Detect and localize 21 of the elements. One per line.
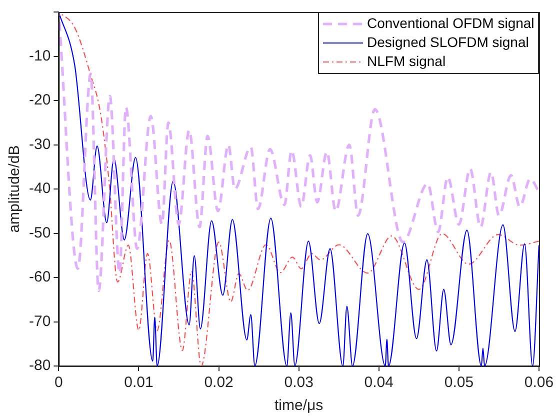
y-tick-label: -70 [28,312,51,330]
legend-label: Designed SLOFDM signal [367,33,529,52]
y-tick-label: -60 [28,268,51,286]
x-tick-label: 0.01 [124,374,154,392]
x-tick-label: 0.04 [364,374,394,392]
y-tick-label: -40 [28,180,51,198]
line-series [58,12,539,292]
x-tick-label: 0.02 [204,374,234,392]
y-axis-title: amplitude/dB [6,145,24,233]
x-tick-label: 0.06 [524,374,554,392]
y-tick-label: -10 [28,47,51,64]
legend-label: Conventional OFDM signal [367,14,534,33]
x-tick-label: 0.05 [444,374,474,392]
x-tick-label: 0.03 [284,374,314,392]
y-tick-label: -80 [28,357,51,374]
y-tick-label: -30 [28,136,51,153]
y-tick-label: -20 [28,92,51,109]
x-axis-title: time/μs [274,397,324,414]
x-tick-label: 0 [54,374,63,392]
y-tick-label: -50 [28,224,51,242]
legend-label: NLFM signal [367,52,446,71]
